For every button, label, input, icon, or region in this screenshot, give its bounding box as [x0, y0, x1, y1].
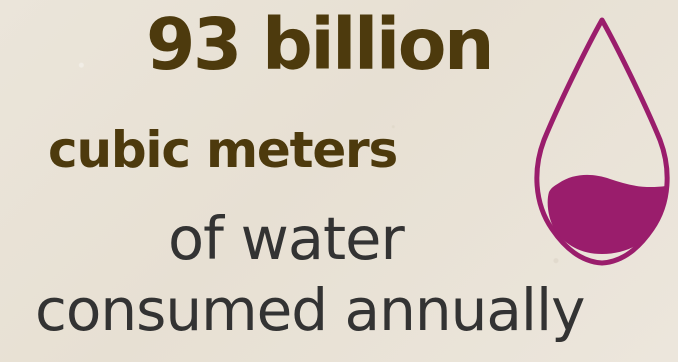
subhead: cubic meters [48, 121, 398, 179]
body-line-two: consumed annually [35, 276, 585, 344]
water-drop-icon [534, 17, 670, 266]
body-line-one: of water [168, 204, 405, 273]
headline: 93 billion [146, 3, 495, 86]
